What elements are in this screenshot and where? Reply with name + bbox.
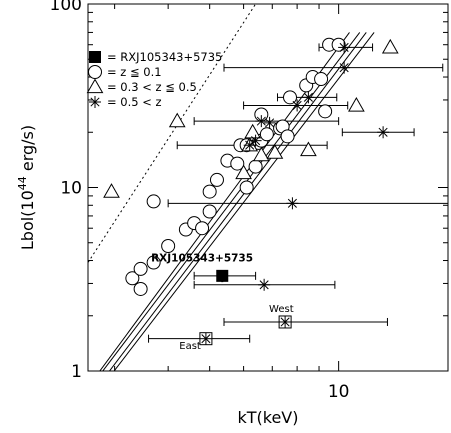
asterisk-point: [243, 139, 256, 152]
circle-point: [146, 255, 161, 270]
y-tick-label: 10: [60, 179, 82, 199]
boxed-asterisk-point: [278, 315, 292, 329]
axis-ticks: 10 1 10 100: [50, 0, 448, 402]
asterisk-point: [338, 41, 351, 54]
x-axis-title: kT(keV): [237, 408, 298, 427]
y-tick-label: 1: [71, 362, 82, 382]
triangle-point: [381, 38, 399, 54]
legend-label: = 0.3 < z ≦ 0.5: [107, 80, 197, 94]
triangle-point: [235, 164, 252, 180]
circle-point: [318, 104, 333, 119]
circle-point: [283, 90, 298, 105]
x-tick-label: 10: [328, 382, 350, 402]
circle-point: [202, 184, 217, 199]
annotation-label: West: [269, 304, 294, 315]
circle-point: [259, 127, 274, 142]
legend-label: = z ≦ 0.1: [107, 65, 162, 79]
circle-point: [331, 37, 346, 52]
triangle-point: [168, 112, 186, 128]
asterisk-point: [377, 126, 390, 139]
circle-point: [133, 281, 148, 296]
asterisk-point: [338, 61, 351, 74]
circle-point: [202, 204, 217, 219]
relation-lines: [88, 4, 375, 371]
legend-marker-asterisk: [89, 96, 101, 108]
asterisk-point: [286, 197, 299, 210]
asterisk-point: [255, 115, 268, 128]
annotation-label: RXJ105343+5735: [151, 253, 253, 265]
circle-point: [248, 159, 263, 174]
legend-marker-filled-square: [89, 51, 101, 63]
circle-point: [314, 72, 329, 87]
asterisk-point: [302, 91, 315, 104]
asterisk-point: [263, 116, 276, 129]
y-axis-title: Lbol(1044 erg/s): [16, 125, 37, 250]
circle-point: [146, 194, 161, 209]
legend: = RXJ105343+5735= z ≦ 0.1= 0.3 < z ≦ 0.5…: [86, 50, 222, 109]
circle-point: [161, 238, 176, 253]
legend-label: = 0.5 < z: [107, 95, 162, 109]
circle-point: [125, 271, 140, 286]
asterisk-point: [258, 278, 271, 291]
triangle-point: [244, 123, 262, 139]
annotations: RXJ105343+5735 West East: [151, 253, 294, 352]
asterisk-point: [249, 134, 262, 147]
y-tick-label: 100: [50, 0, 82, 15]
circle-point: [195, 221, 210, 236]
data-markers: [103, 37, 399, 346]
y-axis-title-base: Lbol(10: [18, 190, 37, 250]
triangle-point: [266, 144, 284, 159]
dotted-relation-line: [88, 4, 257, 263]
annotation-label: East: [179, 341, 201, 352]
circle-point: [280, 129, 295, 144]
boxed-asterisk-point: [199, 332, 213, 346]
y-axis-title-exponent: 44: [16, 176, 29, 190]
triangle-point: [348, 96, 365, 112]
circle-point: [239, 180, 254, 195]
relation-line: [113, 32, 375, 371]
filled-square-point: [216, 269, 229, 282]
legend-marker-circle: [88, 65, 102, 79]
legend-marker-triangle: [86, 78, 104, 94]
asterisk-point: [291, 99, 304, 112]
triangle-point: [252, 146, 270, 162]
relation-line: [102, 32, 361, 371]
triangle-point: [300, 141, 317, 157]
y-axis-title-tail: erg/s): [18, 125, 37, 176]
circle-point: [230, 156, 245, 171]
legend-label: = RXJ105343+5735: [107, 50, 222, 64]
triangle-point: [103, 183, 120, 198]
circle-point: [133, 261, 148, 276]
circle-point: [209, 172, 224, 187]
relation-line: [108, 32, 367, 371]
